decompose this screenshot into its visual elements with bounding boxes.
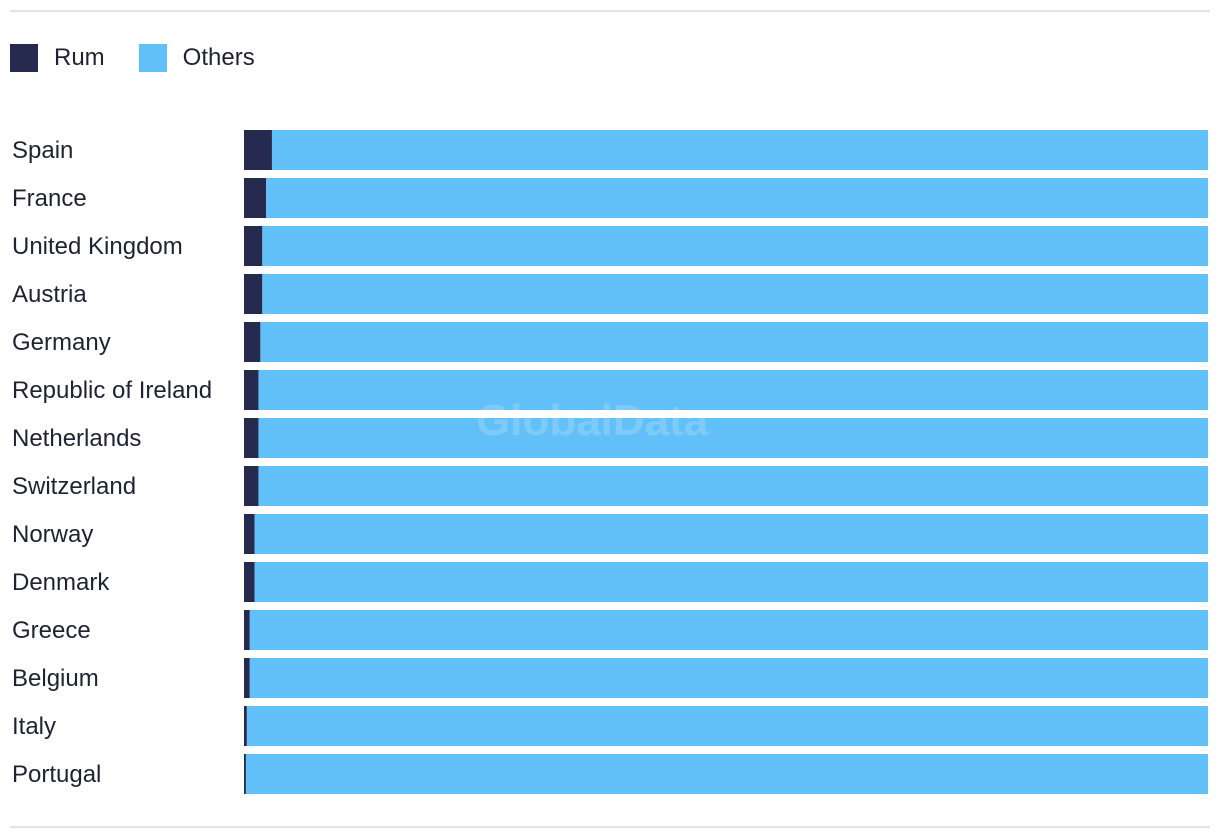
bar-rum-spain[interactable] — [244, 130, 272, 170]
top-divider — [10, 10, 1210, 12]
legend-swatch-rum — [10, 44, 38, 72]
bar-rum-greece[interactable] — [244, 610, 250, 650]
category-label-united-kingdom: United Kingdom — [12, 233, 183, 260]
category-label-spain: Spain — [12, 137, 73, 164]
category-label-portugal: Portugal — [12, 761, 101, 788]
bar-others-france[interactable] — [266, 178, 1208, 218]
category-label-republic-of-ireland: Republic of Ireland — [12, 377, 212, 404]
category-label-norway: Norway — [12, 521, 93, 548]
legend-item-rum[interactable]: Rum — [10, 44, 105, 72]
bar-others-switzerland[interactable] — [258, 466, 1209, 506]
bar-others-spain[interactable] — [271, 130, 1208, 170]
bar-rum-germany[interactable] — [244, 322, 261, 362]
bar-rum-denmark[interactable] — [244, 562, 255, 602]
legend-label-rum: Rum — [54, 44, 105, 71]
bar-others-united-kingdom[interactable] — [262, 226, 1208, 266]
bar-rum-italy[interactable] — [244, 706, 247, 746]
bar-rum-austria[interactable] — [244, 274, 263, 314]
category-label-austria: Austria — [12, 281, 87, 308]
bar-others-denmark[interactable] — [254, 562, 1208, 602]
category-label-greece: Greece — [12, 617, 91, 644]
bar-rum-netherlands[interactable] — [244, 418, 259, 458]
bar-rum-united-kingdom[interactable] — [244, 226, 263, 266]
legend-item-others[interactable]: Others — [138, 44, 255, 72]
bar-others-austria[interactable] — [262, 274, 1208, 314]
category-label-denmark: Denmark — [12, 569, 110, 596]
bar-others-netherlands[interactable] — [258, 418, 1209, 458]
bar-others-republic-of-ireland[interactable] — [258, 370, 1209, 410]
bar-rum-portugal[interactable] — [244, 754, 246, 794]
category-label-switzerland: Switzerland — [12, 473, 136, 500]
bar-others-belgium[interactable] — [249, 658, 1208, 698]
category-label-belgium: Belgium — [12, 665, 99, 692]
bar-rum-belgium[interactable] — [244, 658, 250, 698]
bar-others-germany[interactable] — [260, 322, 1208, 362]
category-label-france: France — [12, 185, 87, 212]
bar-others-greece[interactable] — [249, 610, 1208, 650]
bottom-divider — [10, 826, 1210, 828]
category-label-italy: Italy — [12, 713, 56, 740]
bar-others-italy[interactable] — [246, 706, 1209, 746]
bar-others-norway[interactable] — [254, 514, 1208, 554]
bar-rum-switzerland[interactable] — [244, 466, 259, 506]
category-label-netherlands: Netherlands — [12, 425, 141, 452]
chart-legend: Rum Others — [10, 44, 289, 72]
bar-others-portugal[interactable] — [245, 754, 1209, 794]
bar-rum-norway[interactable] — [244, 514, 255, 554]
legend-swatch-others — [138, 44, 167, 72]
bar-rum-france[interactable] — [244, 178, 267, 218]
legend-label-others: Others — [182, 44, 255, 71]
category-label-germany: Germany — [12, 329, 111, 356]
bar-rum-republic-of-ireland[interactable] — [244, 370, 259, 410]
